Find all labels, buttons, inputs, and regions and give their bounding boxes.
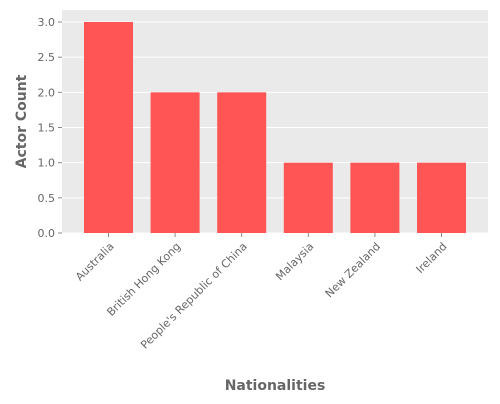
bars	[84, 22, 466, 233]
bar	[417, 162, 466, 233]
y-axis-title: Actor Count	[14, 74, 30, 168]
y-tick-label: 0.5	[38, 192, 56, 205]
x-tick-label: Ireland	[414, 240, 450, 276]
x-tick-label: New Zealand	[323, 240, 383, 300]
bar	[283, 162, 333, 233]
x-tick-label: Malaysia	[273, 240, 316, 283]
bar	[350, 162, 400, 233]
y-tick-label: 2.0	[38, 86, 56, 99]
y-tick-label: 2.5	[38, 51, 56, 64]
y-tick-label: 3.0	[38, 16, 56, 29]
x-axis-title: Nationalities	[225, 378, 326, 394]
bar	[217, 92, 267, 233]
x-tick-label: Australia	[73, 240, 117, 284]
bar	[150, 92, 200, 233]
x-tick-label: People's Republic of China	[138, 240, 250, 352]
y-axis: 0.0 0.5 1.0 1.5 2.0 2.5 3.0	[38, 16, 62, 240]
bar	[84, 22, 133, 233]
y-tick-label: 1.5	[38, 122, 56, 135]
x-tick-label: British Hong Kong	[104, 240, 183, 319]
y-tick-label: 1.0	[38, 157, 56, 170]
y-tick-label: 0.0	[38, 227, 56, 240]
